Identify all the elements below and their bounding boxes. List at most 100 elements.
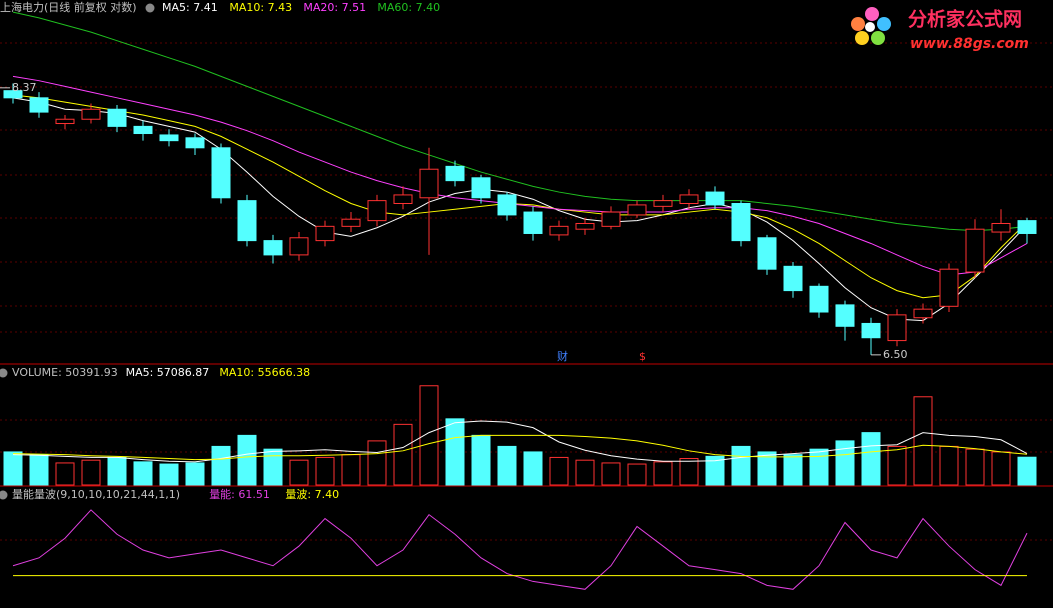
legend-entry: 量能: 61.51 bbox=[209, 487, 270, 501]
volume-bar bbox=[523, 451, 543, 486]
volume-bar bbox=[731, 445, 751, 486]
indicator-line bbox=[12, 509, 1028, 590]
volume-bar bbox=[159, 463, 179, 486]
volume-bar bbox=[861, 432, 881, 486]
candle-body bbox=[679, 194, 699, 204]
candle-body bbox=[887, 314, 907, 342]
candle-body bbox=[705, 191, 725, 206]
volume-bar bbox=[809, 448, 829, 486]
candle-body bbox=[497, 194, 517, 216]
event-marker[interactable]: 财 bbox=[557, 349, 568, 363]
candle-body bbox=[133, 125, 153, 135]
volume-bar bbox=[289, 459, 309, 486]
ma-line bbox=[12, 94, 1028, 299]
volume-bar bbox=[393, 423, 413, 486]
candle-body bbox=[731, 202, 751, 242]
candle-body bbox=[445, 165, 465, 182]
legend-entry: MA20: 7.51 bbox=[303, 1, 366, 14]
settings-icon[interactable] bbox=[0, 368, 8, 378]
candle-body bbox=[835, 304, 855, 327]
volume-bar bbox=[107, 456, 127, 486]
volume-bar bbox=[679, 458, 699, 486]
logo-center bbox=[865, 22, 875, 32]
candle-body bbox=[965, 228, 985, 273]
logo: 分析家公式网 www.88gs.com bbox=[851, 7, 1029, 52]
candle-body bbox=[367, 200, 387, 222]
volume-bar bbox=[627, 463, 647, 486]
candle-body bbox=[575, 222, 595, 230]
candle-body bbox=[263, 240, 283, 256]
candle-body bbox=[601, 211, 621, 227]
volume-bar bbox=[133, 461, 153, 486]
candle-body bbox=[913, 308, 933, 319]
logo-petal bbox=[855, 31, 869, 45]
candle-body bbox=[393, 194, 413, 204]
candle-body bbox=[653, 200, 673, 207]
candle-body bbox=[159, 134, 179, 142]
volume-bar bbox=[965, 448, 985, 486]
volume-bar bbox=[835, 440, 855, 486]
volume-bar bbox=[367, 440, 387, 486]
settings-icon[interactable] bbox=[0, 490, 8, 500]
volume-bar bbox=[445, 418, 465, 486]
candle-body bbox=[1017, 220, 1037, 234]
event-marker[interactable]: $ bbox=[639, 350, 646, 363]
ma-line bbox=[12, 97, 1028, 322]
volume-bar bbox=[497, 445, 517, 486]
chart-title: 量能量波(9,10,10,10,21,44,1,1) bbox=[12, 487, 180, 501]
candle-body bbox=[991, 222, 1011, 233]
candle-body bbox=[471, 177, 491, 199]
logo-title: 分析家公式网 bbox=[908, 8, 1022, 31]
volume-bar bbox=[29, 454, 49, 486]
candle-body bbox=[939, 268, 959, 307]
candle-body bbox=[341, 218, 361, 227]
volume-bar bbox=[991, 451, 1011, 486]
candle-body bbox=[81, 108, 101, 120]
candle-body bbox=[3, 90, 23, 99]
chart-title: 上海电力(日线 前复权 对数) bbox=[0, 0, 137, 14]
settings-icon[interactable] bbox=[145, 3, 155, 13]
volume-bar bbox=[705, 455, 725, 486]
candle-body bbox=[55, 118, 75, 125]
candle-body bbox=[107, 108, 127, 127]
legend-entry: MA5: 57086.87 bbox=[126, 366, 210, 379]
volume-bar bbox=[783, 454, 803, 486]
candle-body bbox=[809, 285, 829, 313]
annotation-label: 8.37 bbox=[12, 81, 37, 94]
candle-body bbox=[315, 225, 335, 242]
volume-bar bbox=[419, 385, 439, 486]
volume-bar bbox=[315, 456, 335, 486]
candle-body bbox=[523, 211, 543, 234]
candle-body bbox=[757, 237, 777, 270]
volume-bar bbox=[263, 448, 283, 486]
legend-entry: 量波: 7.40 bbox=[285, 488, 339, 501]
candle-body bbox=[627, 204, 647, 216]
volume-bar bbox=[549, 456, 569, 486]
candle-body bbox=[289, 237, 309, 256]
logo-petal bbox=[865, 7, 879, 21]
candle-body bbox=[29, 97, 49, 113]
candle-body bbox=[237, 200, 257, 242]
volume-bar bbox=[575, 459, 595, 486]
chart-title: VOLUME: 50391.93 bbox=[12, 366, 118, 379]
ma-line bbox=[12, 11, 1028, 232]
volume-bar bbox=[887, 445, 907, 486]
volume-bar bbox=[237, 434, 257, 486]
candle-body bbox=[211, 147, 231, 199]
candle-body bbox=[861, 322, 881, 339]
annotation-label: 6.50 bbox=[883, 348, 908, 361]
volume-bar bbox=[939, 445, 959, 486]
volume-bar bbox=[341, 454, 361, 486]
candle-body bbox=[783, 265, 803, 292]
legend-entry: MA5: 7.41 bbox=[162, 1, 218, 14]
volume-bar bbox=[471, 434, 491, 486]
logo-url: www.88gs.com bbox=[910, 36, 1029, 52]
volume-bar bbox=[185, 462, 205, 486]
volume-ma-line bbox=[12, 434, 1028, 461]
legend-entry: MA60: 7.40 bbox=[377, 1, 440, 14]
volume-bar bbox=[601, 462, 621, 486]
logo-petal bbox=[851, 17, 865, 31]
ma-line bbox=[12, 75, 1028, 276]
